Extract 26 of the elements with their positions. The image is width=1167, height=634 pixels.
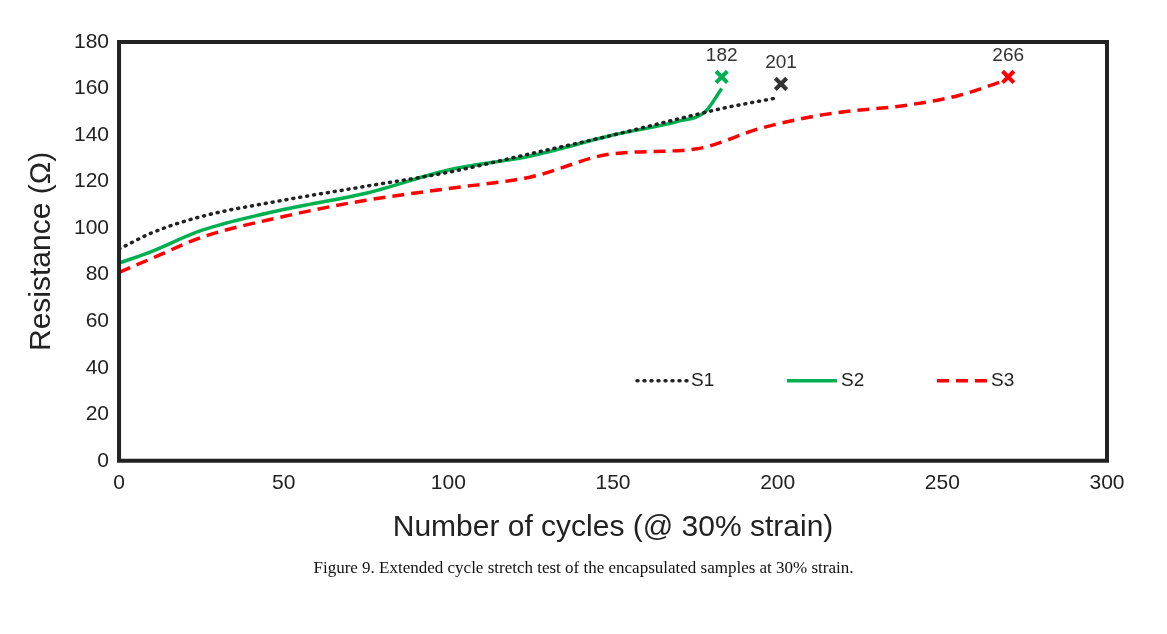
legend-label: S3: [991, 369, 1015, 391]
x-tick-label: 0: [113, 470, 125, 494]
y-tick-label: 60: [85, 308, 110, 331]
y-tick-label: 80: [85, 261, 110, 285]
x-tick-label: 150: [595, 470, 631, 494]
y-tick-label: 120: [73, 168, 110, 192]
y-tick-label: 140: [73, 121, 110, 145]
y-tick-label: 100: [73, 214, 110, 238]
annotation: 266: [992, 43, 1025, 65]
x-tick-label: 250: [924, 470, 960, 494]
y-tick-label: 20: [85, 401, 110, 425]
legend-label: S2: [841, 369, 865, 391]
y-tick-label: 40: [85, 354, 110, 378]
x-tick-label: 200: [760, 470, 796, 494]
annotation: 201: [765, 50, 797, 72]
caption: Figure 9. Extended cycle stretch test of the encapsulated samples at 30% strain.: [312, 558, 855, 578]
y-tick-label: 160: [73, 75, 110, 99]
x-tick-label: 50: [272, 470, 296, 494]
x-tick-label: 300: [1089, 470, 1125, 494]
y-axis-title: Resistance (Ω): [23, 151, 57, 351]
legend-label: S1: [691, 369, 715, 391]
y-tick-label: 180: [73, 28, 110, 52]
annotation: 182: [705, 43, 738, 65]
x-tick-label: 100: [430, 470, 466, 494]
y-tick-label: 0: [97, 447, 110, 471]
x-axis-title: Number of cycles (@ 30% strain): [392, 509, 834, 543]
